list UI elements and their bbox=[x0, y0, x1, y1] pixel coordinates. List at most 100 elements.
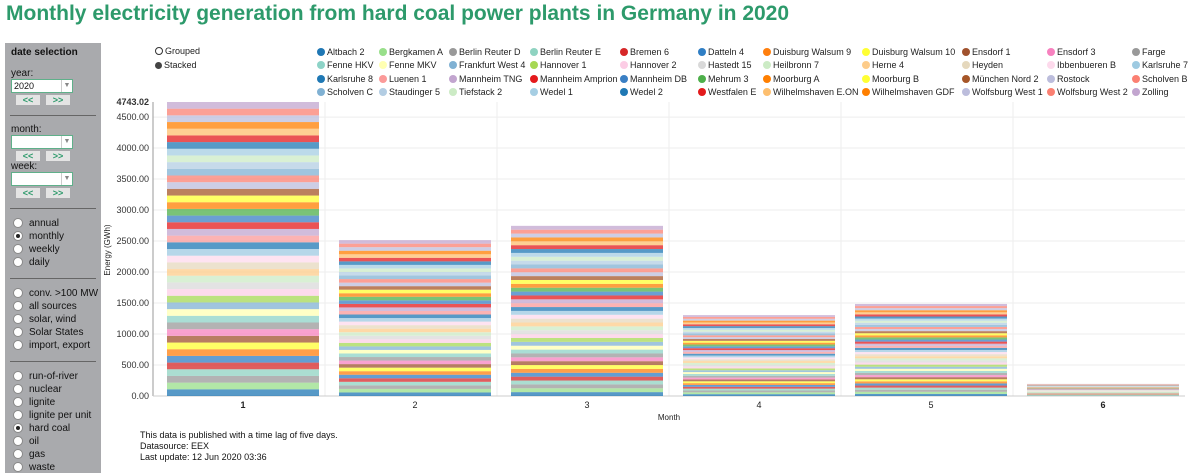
bar-segment[interactable] bbox=[855, 394, 1007, 396]
bar-segment[interactable] bbox=[511, 350, 663, 354]
bar-segment[interactable] bbox=[683, 363, 835, 365]
bar-segment[interactable] bbox=[339, 382, 491, 386]
bar-segment[interactable] bbox=[511, 284, 663, 288]
bar-segment[interactable] bbox=[855, 304, 1007, 306]
bar-segment[interactable] bbox=[855, 381, 1007, 383]
bar-segment[interactable] bbox=[167, 383, 319, 390]
bar-segment[interactable] bbox=[683, 385, 835, 387]
bar-segment[interactable] bbox=[683, 389, 835, 391]
bar-segment[interactable] bbox=[683, 317, 835, 319]
bar-segment[interactable] bbox=[855, 310, 1007, 312]
bar-segment[interactable] bbox=[511, 330, 663, 334]
bar-segment[interactable] bbox=[511, 257, 663, 261]
bar-segment[interactable] bbox=[339, 244, 491, 248]
bar-segment[interactable] bbox=[855, 314, 1007, 316]
bar-segment[interactable] bbox=[167, 189, 319, 196]
bar-segment[interactable] bbox=[683, 319, 835, 321]
bar-segment[interactable] bbox=[339, 385, 491, 389]
bar-segment[interactable] bbox=[339, 392, 491, 396]
bar-segment[interactable] bbox=[683, 370, 835, 372]
bar-segment[interactable] bbox=[511, 346, 663, 350]
bar-segment[interactable] bbox=[683, 390, 835, 392]
bar-segment[interactable] bbox=[511, 268, 663, 272]
bar-segment[interactable] bbox=[511, 373, 663, 377]
bar-segment[interactable] bbox=[855, 337, 1007, 339]
bar-segment[interactable] bbox=[683, 354, 835, 356]
bar-segment[interactable] bbox=[855, 344, 1007, 346]
bar-segment[interactable] bbox=[339, 297, 491, 301]
bar-segment[interactable] bbox=[855, 388, 1007, 390]
bar-segment[interactable] bbox=[511, 357, 663, 361]
bar-segment[interactable] bbox=[167, 249, 319, 256]
bar-segment[interactable] bbox=[855, 375, 1007, 377]
bar-segment[interactable] bbox=[339, 315, 491, 319]
bar-segment[interactable] bbox=[167, 316, 319, 323]
bar-segment[interactable] bbox=[339, 251, 491, 255]
bar-segment[interactable] bbox=[167, 343, 319, 350]
bar-segment[interactable] bbox=[511, 295, 663, 299]
bar-segment[interactable] bbox=[339, 279, 491, 283]
bar-segment[interactable] bbox=[511, 261, 663, 265]
bar-segment[interactable] bbox=[511, 272, 663, 276]
bar-segment[interactable] bbox=[511, 392, 663, 396]
bar-segment[interactable] bbox=[855, 308, 1007, 310]
bar-segment[interactable] bbox=[339, 378, 491, 382]
bar-segment[interactable] bbox=[339, 357, 491, 361]
bar-segment[interactable] bbox=[339, 254, 491, 258]
bar-segment[interactable] bbox=[855, 350, 1007, 352]
bar-segment[interactable] bbox=[167, 276, 319, 283]
bar-segment[interactable] bbox=[167, 142, 319, 149]
bar-segment[interactable] bbox=[167, 109, 319, 116]
bar-segment[interactable] bbox=[511, 253, 663, 257]
bar-segment[interactable] bbox=[683, 324, 835, 326]
bar-segment[interactable] bbox=[167, 216, 319, 223]
bar-segment[interactable] bbox=[683, 321, 835, 323]
bar-segment[interactable] bbox=[511, 245, 663, 249]
bar-segment[interactable] bbox=[683, 378, 835, 380]
bar-segment[interactable] bbox=[855, 342, 1007, 344]
bar-segment[interactable] bbox=[167, 229, 319, 236]
bar-segment[interactable] bbox=[683, 350, 835, 352]
bar-segment[interactable] bbox=[855, 354, 1007, 356]
bar-segment[interactable] bbox=[511, 311, 663, 315]
bar-segment[interactable] bbox=[339, 371, 491, 375]
bar-segment[interactable] bbox=[339, 353, 491, 357]
bar-segment[interactable] bbox=[339, 339, 491, 343]
bar-segment[interactable] bbox=[855, 369, 1007, 371]
bar-segment[interactable] bbox=[339, 286, 491, 290]
bar-segment[interactable] bbox=[339, 261, 491, 265]
bar-segment[interactable] bbox=[855, 386, 1007, 388]
bar-segment[interactable] bbox=[855, 348, 1007, 350]
bar-segment[interactable] bbox=[511, 276, 663, 280]
bar-segment[interactable] bbox=[167, 129, 319, 136]
bar-segment[interactable] bbox=[167, 282, 319, 289]
bar-segment[interactable] bbox=[683, 357, 835, 359]
bar-segment[interactable] bbox=[167, 336, 319, 343]
bar-segment[interactable] bbox=[511, 249, 663, 253]
bar-segment[interactable] bbox=[167, 122, 319, 129]
bar-segment[interactable] bbox=[511, 292, 663, 296]
bar-segment[interactable] bbox=[511, 326, 663, 330]
bar-segment[interactable] bbox=[855, 373, 1007, 375]
bar-segment[interactable] bbox=[339, 240, 491, 244]
bar-segment[interactable] bbox=[683, 379, 835, 381]
bar-segment[interactable] bbox=[339, 307, 491, 311]
bar-segment[interactable] bbox=[511, 230, 663, 234]
bar-segment[interactable] bbox=[683, 328, 835, 330]
bar-segment[interactable] bbox=[167, 376, 319, 383]
bar-segment[interactable] bbox=[683, 361, 835, 363]
bar-segment[interactable] bbox=[855, 390, 1007, 392]
bar-segment[interactable] bbox=[683, 330, 835, 332]
bar-segment[interactable] bbox=[511, 241, 663, 245]
bar-segment[interactable] bbox=[339, 361, 491, 365]
bar-segment[interactable] bbox=[511, 334, 663, 338]
bar-segment[interactable] bbox=[511, 365, 663, 369]
bar-segment[interactable] bbox=[167, 162, 319, 169]
bar-segment[interactable] bbox=[511, 369, 663, 373]
bar-segment[interactable] bbox=[855, 363, 1007, 365]
bar-segment[interactable] bbox=[167, 309, 319, 316]
bar-segment[interactable] bbox=[167, 323, 319, 330]
bar-segment[interactable] bbox=[167, 155, 319, 162]
bar-segment[interactable] bbox=[855, 327, 1007, 329]
bar-segment[interactable] bbox=[683, 332, 835, 334]
